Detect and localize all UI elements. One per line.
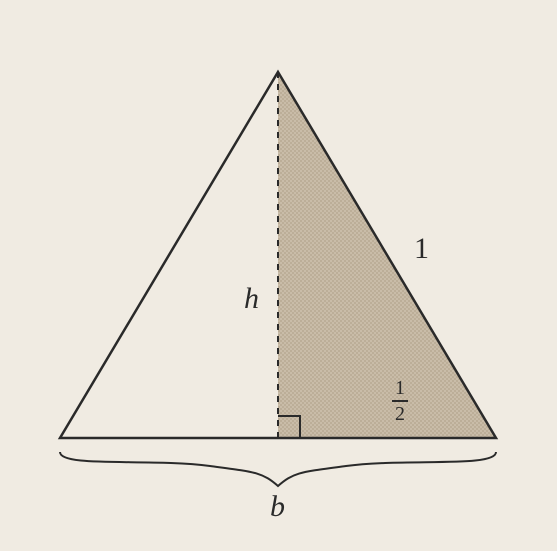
triangle-svg bbox=[0, 0, 557, 551]
triangle-diagram: 1 h 1 2 b bbox=[0, 0, 557, 551]
label-height-text: h bbox=[244, 282, 259, 315]
label-base: b bbox=[270, 490, 285, 524]
label-half-base: 1 2 bbox=[392, 378, 408, 424]
base-brace bbox=[60, 452, 496, 486]
label-height: h bbox=[244, 282, 259, 316]
label-base-text: b bbox=[270, 490, 285, 523]
label-hypotenuse: 1 bbox=[414, 232, 429, 266]
fraction-denominator: 2 bbox=[392, 404, 408, 424]
fraction-bar bbox=[392, 400, 408, 402]
label-hypotenuse-text: 1 bbox=[414, 232, 429, 265]
fraction-numerator: 1 bbox=[392, 378, 408, 398]
